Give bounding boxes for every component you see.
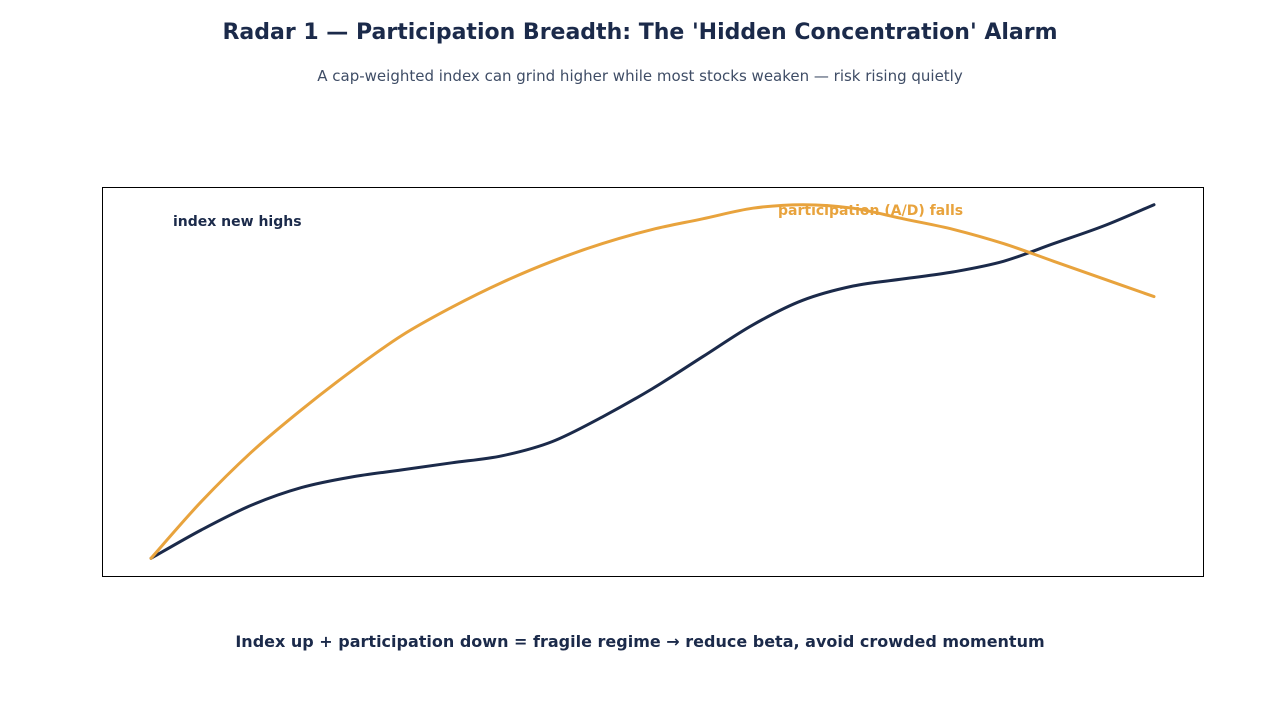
- plot-frame: [102, 187, 1204, 577]
- series-layer: [149, 203, 1156, 560]
- series-line-participation: [149, 203, 1156, 560]
- series-line-index: [149, 203, 1156, 560]
- chart-title: Radar 1 — Participation Breadth: The 'Hi…: [222, 20, 1058, 45]
- annotation-index-new-highs: index new highs: [173, 214, 302, 230]
- takeaway-footer: Index up + participation down = fragile …: [235, 632, 1045, 651]
- chart-subtitle: A cap-weighted index can grind higher wh…: [317, 67, 963, 85]
- annotation-participation-falls: participation (A/D) falls: [778, 203, 963, 219]
